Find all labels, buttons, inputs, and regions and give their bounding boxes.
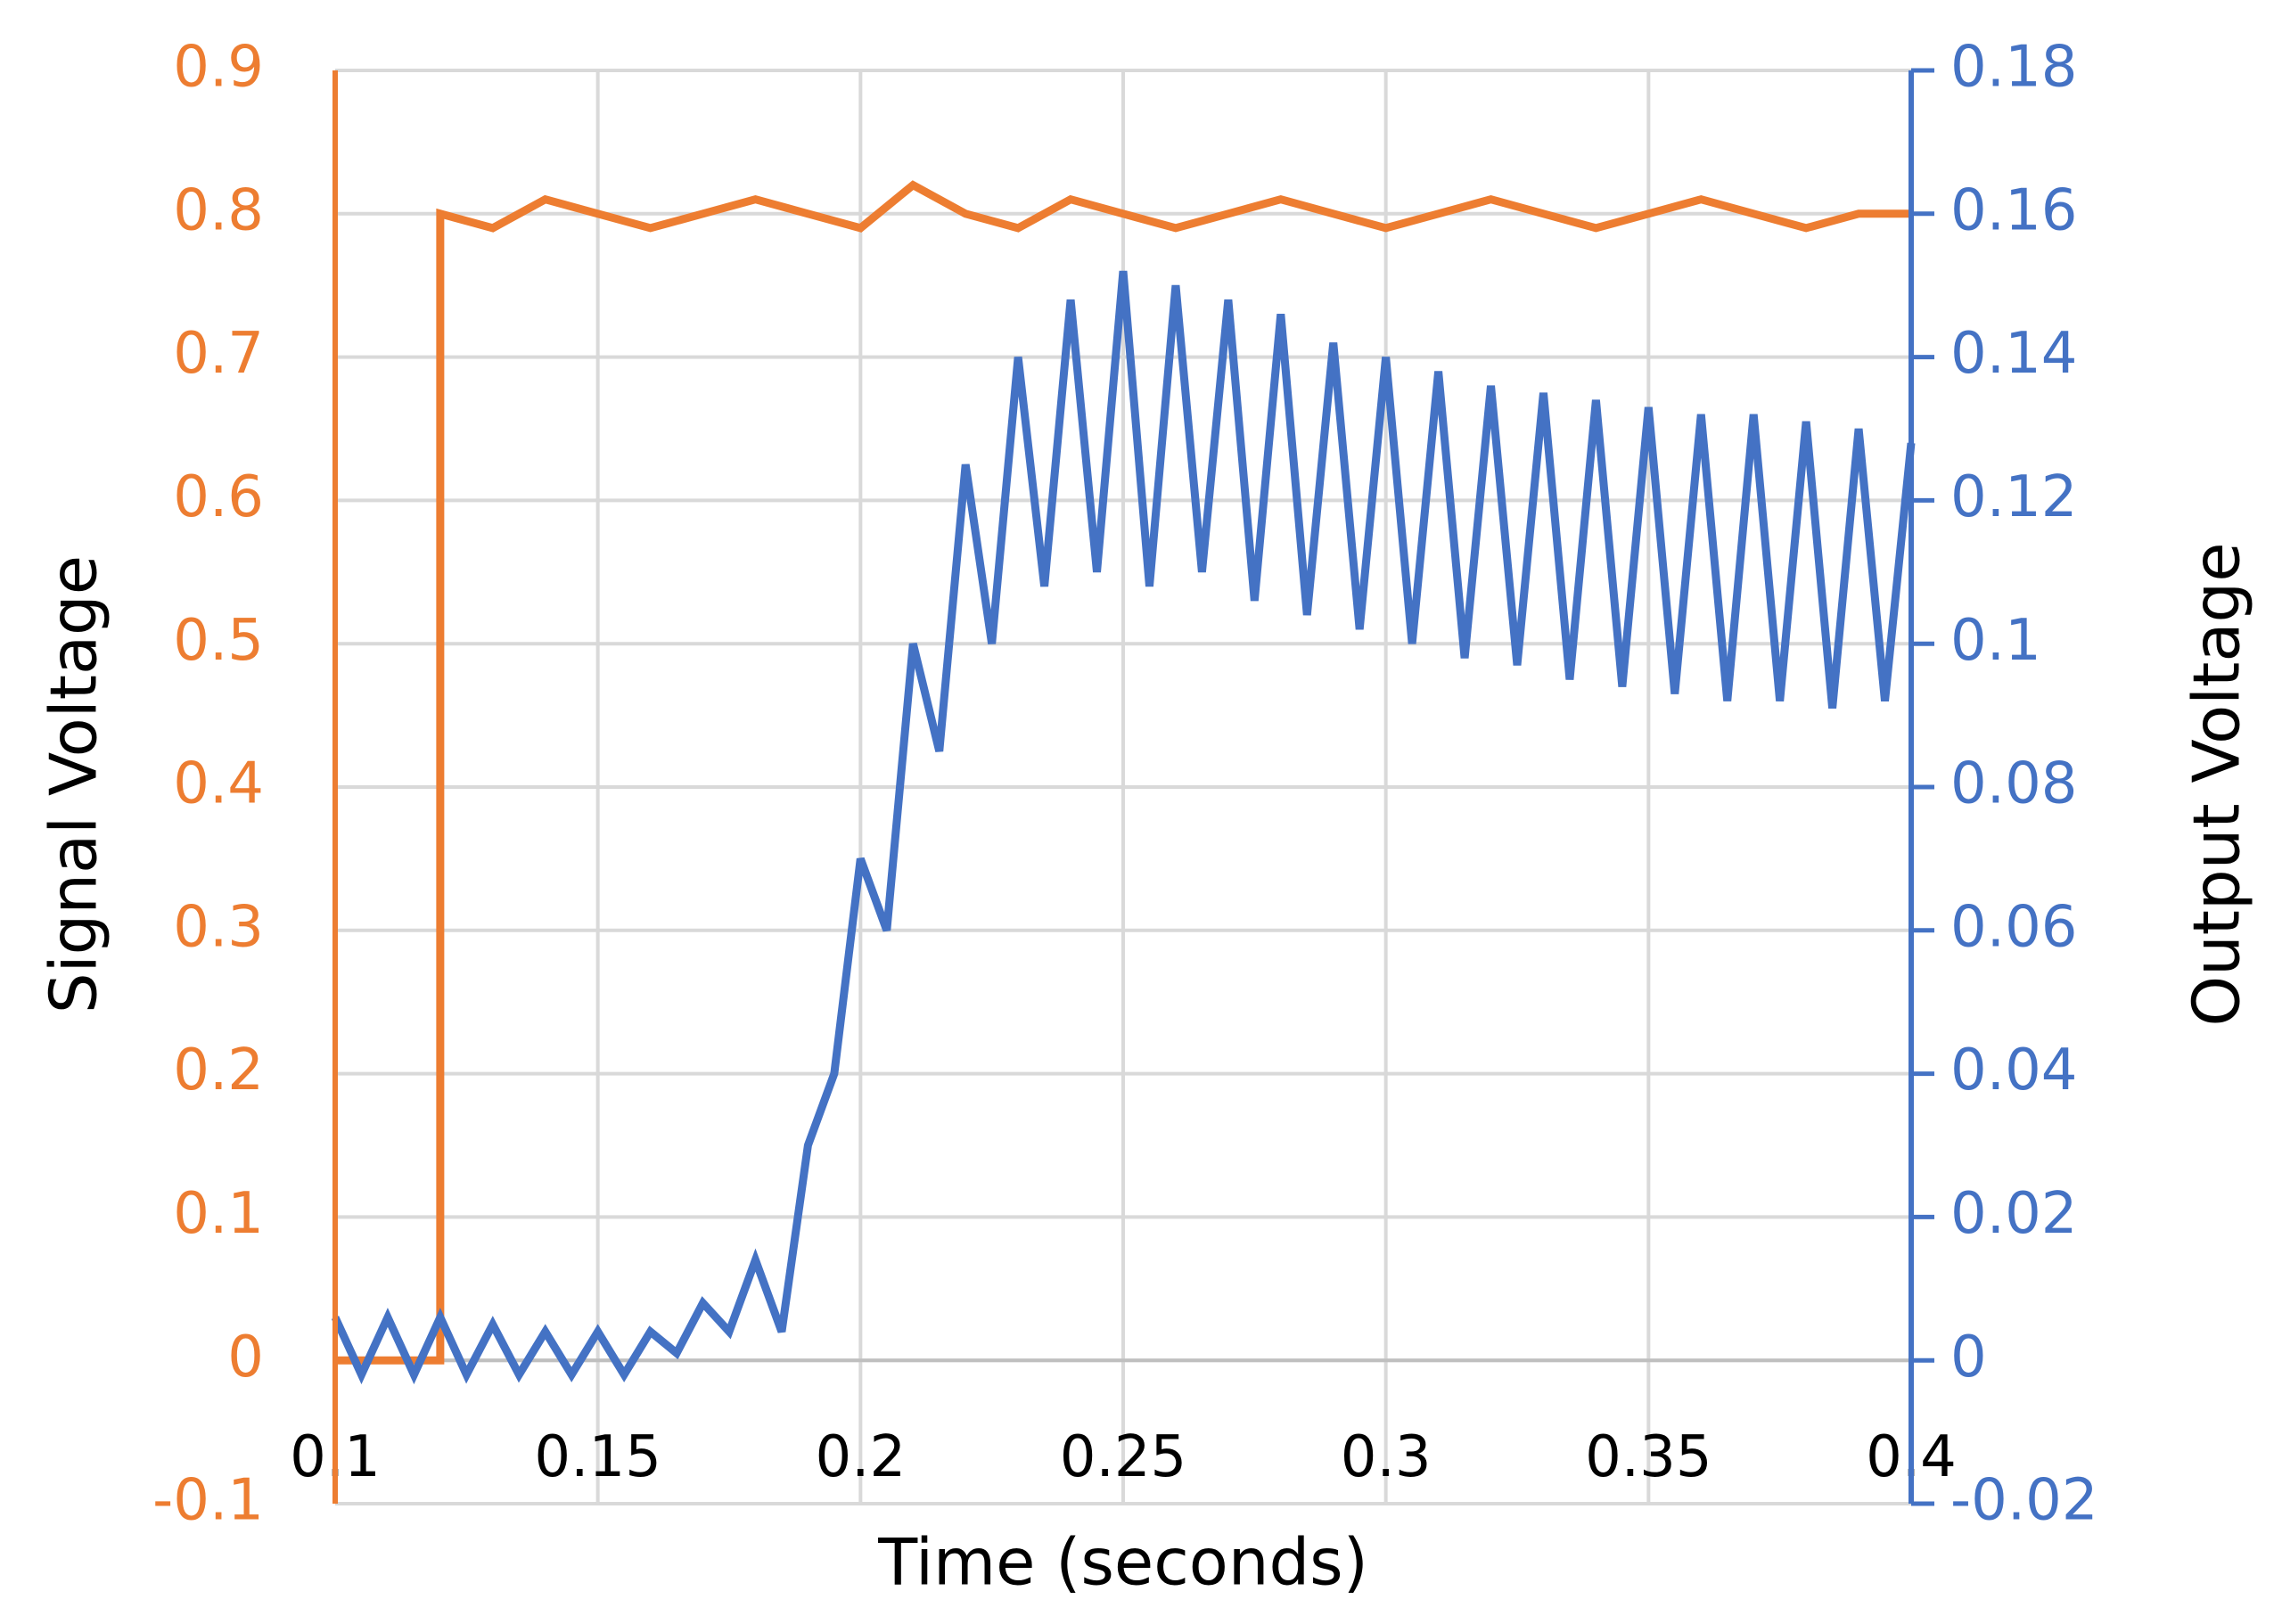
y2-tick-label: 0.04 xyxy=(1950,1038,2078,1103)
data-line xyxy=(331,270,1916,1385)
x-tick-label: 0.2 xyxy=(815,1424,906,1490)
y2-tick-label: 0 xyxy=(1950,1325,1987,1390)
y-tick-label: 0.2 xyxy=(173,1038,264,1103)
y-tick-label: 0 xyxy=(227,1325,264,1390)
y-tick-label: 0.5 xyxy=(173,608,264,674)
y2-tick-label: 0.18 xyxy=(1950,35,2078,101)
x-tick-label: 0.35 xyxy=(1585,1424,1712,1490)
x-tick-label: 0.25 xyxy=(1060,1424,1187,1490)
x-axis-title: Time (seconds) xyxy=(877,1525,1368,1600)
y2-tick-label: 0.1 xyxy=(1950,608,2041,674)
y2-tick-label: 0.14 xyxy=(1950,321,2078,387)
y2-tick-label: 0.12 xyxy=(1950,464,2078,530)
y-tick-label: -0.1 xyxy=(152,1468,264,1534)
y-tick-label: 0.7 xyxy=(173,321,264,387)
y-tick-label: 0.6 xyxy=(173,464,264,530)
y-tick-label: 0.9 xyxy=(173,35,264,101)
y2-axis-title: Output Voltage xyxy=(2179,542,2254,1026)
y2-tick-label: 0.08 xyxy=(1950,751,2078,817)
data-line xyxy=(335,180,1911,1365)
y2-tick-label: 0.06 xyxy=(1950,894,2078,960)
y-tick-label: 0.8 xyxy=(173,177,264,243)
y2-tick-label: 0.16 xyxy=(1950,177,2078,243)
y-tick-label: 0.1 xyxy=(173,1181,264,1247)
y-tick-label: 0.4 xyxy=(173,751,264,817)
y2-tick-label: 0.02 xyxy=(1950,1181,2078,1247)
y-tick-label: 0.3 xyxy=(173,894,264,960)
y2-tick-label: -0.02 xyxy=(1950,1468,2098,1534)
x-tick-label: 0.15 xyxy=(534,1424,661,1490)
y-axis-title: Signal Voltage xyxy=(37,555,111,1013)
x-tick-label: 0.3 xyxy=(1341,1424,1432,1490)
